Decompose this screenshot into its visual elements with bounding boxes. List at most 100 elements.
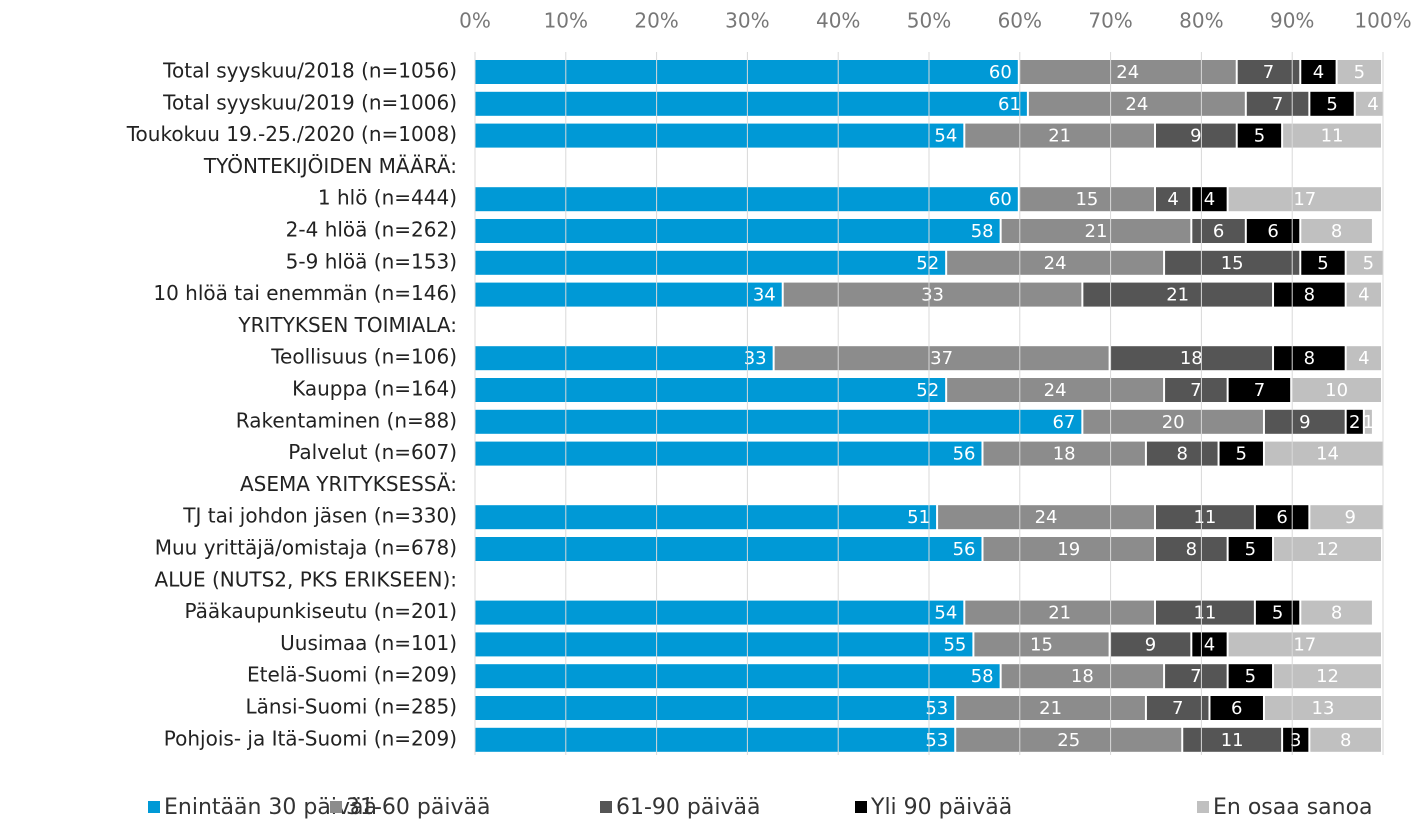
data-label: 6: [1276, 507, 1287, 528]
data-label: 5: [1326, 94, 1337, 115]
bar-segment: [965, 600, 1154, 625]
data-label: 24: [1044, 380, 1067, 401]
bar-segment: [1346, 250, 1383, 275]
data-label: 7: [1172, 698, 1183, 719]
data-label: 6: [1231, 698, 1242, 719]
data-label: 8: [1304, 285, 1315, 306]
data-label: 56: [953, 539, 976, 560]
bar-segment: [1310, 505, 1383, 530]
data-label: 18: [1053, 444, 1076, 465]
y-tick-label: Pääkaupunkiseutu (n=201): [184, 599, 457, 623]
data-label: 19: [1057, 539, 1080, 560]
data-label: 5: [1354, 62, 1365, 83]
data-label: 8: [1331, 221, 1342, 242]
bar-segment: [1228, 664, 1273, 689]
bar-segment: [1019, 60, 1236, 84]
bar-segment: [1246, 91, 1309, 116]
bar-segment: [1274, 282, 1345, 307]
bar-segment: [1228, 632, 1381, 657]
x-tick-label: 90%: [1270, 9, 1314, 33]
legend-label: En osaa sanoa: [1213, 795, 1373, 820]
data-label: 5: [1236, 444, 1247, 465]
y-tick-label: Pohjois- ja Itä-Suomi (n=209): [164, 726, 457, 750]
legend-swatch: [148, 801, 160, 813]
bar-segment: [1110, 632, 1191, 657]
y-tick-label: Muu yrittäjä/omistaja (n=678): [155, 536, 457, 560]
bar-segment: [1274, 346, 1345, 371]
data-label: 25: [1057, 730, 1080, 751]
data-label: 6: [1213, 221, 1224, 242]
bar-segment: [475, 187, 1018, 212]
bar-segment: [956, 696, 1145, 720]
data-label: 4: [1167, 189, 1178, 210]
data-label: 20: [1162, 412, 1185, 433]
y-tick-label: TYÖNTEKIJÖIDEN MÄÄRÄ:: [203, 154, 457, 178]
data-label: 5: [1363, 253, 1374, 274]
bar-segment: [475, 632, 973, 657]
bar-segment: [475, 664, 1000, 689]
data-label: 54: [934, 126, 957, 147]
data-label: 61: [998, 94, 1021, 115]
y-tick-label: ALUE (NUTS2, PKS ERIKSEEN):: [155, 567, 457, 591]
bar-segment: [783, 282, 1082, 307]
data-label: 55: [943, 634, 966, 655]
data-label: 5: [1245, 666, 1256, 687]
bar-segment: [1255, 505, 1309, 530]
bar-segment: [1301, 60, 1336, 84]
data-label: 4: [1313, 62, 1324, 83]
bar-segment: [1083, 282, 1273, 307]
data-label: 58: [971, 221, 994, 242]
bar-segment: [475, 441, 982, 466]
bar-segment: [1364, 409, 1372, 434]
data-label: 18: [1180, 348, 1203, 369]
y-tick-label: Rakentaminen (n=88): [236, 408, 457, 432]
y-tick-label: TJ tai johdon jäsen (n=330): [182, 504, 457, 528]
data-label: 11: [1221, 730, 1244, 751]
bar-segment: [938, 505, 1154, 530]
x-tick-label: 20%: [634, 9, 678, 33]
bar-segment: [1110, 346, 1273, 371]
bar-segment: [1264, 409, 1345, 434]
data-label: 11: [1193, 507, 1216, 528]
bar-segment: [1246, 219, 1300, 243]
bar-segment: [1156, 600, 1254, 625]
y-tick-label: Total syyskuu/2018 (n=1056): [162, 59, 457, 83]
data-label: 7: [1190, 380, 1201, 401]
data-label: 4: [1367, 94, 1378, 115]
bar-segment: [1264, 696, 1381, 720]
data-label: 21: [1048, 603, 1071, 624]
bar-segment: [1264, 441, 1383, 466]
data-label: 10: [1325, 380, 1348, 401]
x-tick-label: 100%: [1354, 9, 1411, 33]
data-label: 54: [934, 603, 957, 624]
data-label: 21: [1039, 698, 1062, 719]
legend-swatch: [600, 801, 612, 813]
bar-segment: [974, 632, 1109, 657]
data-label: 5: [1254, 126, 1265, 147]
x-tick-label: 0%: [459, 9, 491, 33]
data-label: 8: [1304, 348, 1315, 369]
y-tick-label: Toukokuu 19.-25./2020 (n=1008): [126, 122, 457, 146]
bar-segment: [1156, 187, 1191, 212]
data-label: 58: [971, 666, 994, 687]
bar-segment: [1228, 378, 1291, 402]
y-tick-label: Palvelut (n=607): [288, 440, 457, 464]
data-label: 4: [1358, 285, 1369, 306]
y-tick-label: Etelä-Suomi (n=209): [247, 663, 457, 687]
bar-segment: [1310, 727, 1381, 752]
bar-segment: [1310, 91, 1354, 116]
data-label: 2: [1349, 412, 1360, 433]
data-label: 1: [1363, 412, 1374, 433]
data-label: 67: [1052, 412, 1075, 433]
bar-segment: [1337, 60, 1381, 84]
data-label: 12: [1316, 539, 1339, 560]
bar-segment: [1156, 123, 1236, 148]
data-label: 11: [1321, 126, 1344, 147]
bar-segment: [1146, 696, 1209, 720]
bar-segment: [475, 219, 1000, 243]
bar-segment: [947, 378, 1164, 402]
bar-segment: [956, 727, 1182, 752]
bar-segment: [1001, 664, 1164, 689]
bar-segment: [774, 346, 1109, 371]
